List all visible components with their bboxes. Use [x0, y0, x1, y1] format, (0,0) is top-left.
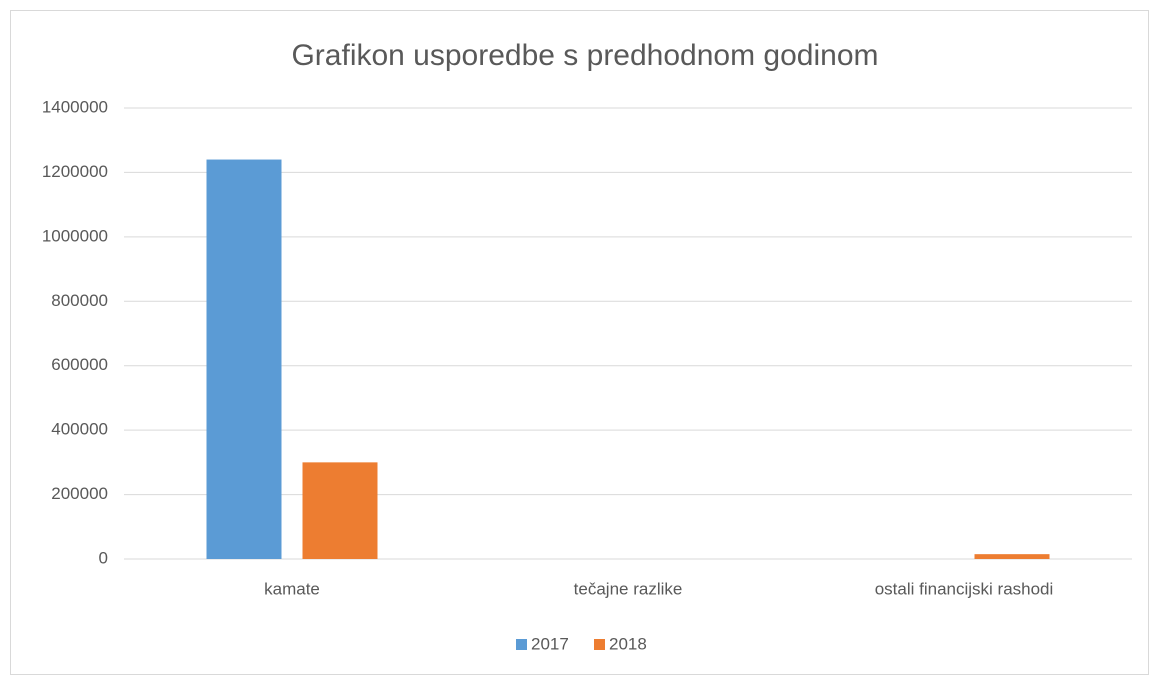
y-tick-label: 400000 [51, 420, 108, 439]
y-tick-label: 800000 [51, 291, 108, 310]
x-tick-label: tečajne razlike [574, 579, 683, 598]
x-tick-label: kamate [264, 579, 320, 598]
bar [206, 159, 282, 560]
legend-swatch [516, 639, 527, 650]
legend-swatch [594, 639, 605, 650]
chart-border [10, 10, 1149, 675]
legend-label: 2018 [609, 634, 647, 653]
y-tick-label: 1400000 [42, 97, 108, 116]
bar [974, 554, 1050, 559]
y-tick-label: 1200000 [42, 162, 108, 181]
y-tick-label: 1000000 [42, 226, 108, 245]
legend-label: 2017 [531, 634, 569, 653]
y-tick-label: 200000 [51, 484, 108, 503]
y-tick-label: 600000 [51, 355, 108, 374]
y-tick-label: 0 [99, 548, 108, 567]
chart-title: Grafikon usporedbe s predhodnom godinom [291, 39, 878, 72]
x-tick-label: ostali financijski rashodi [875, 579, 1054, 598]
bar [302, 462, 378, 559]
